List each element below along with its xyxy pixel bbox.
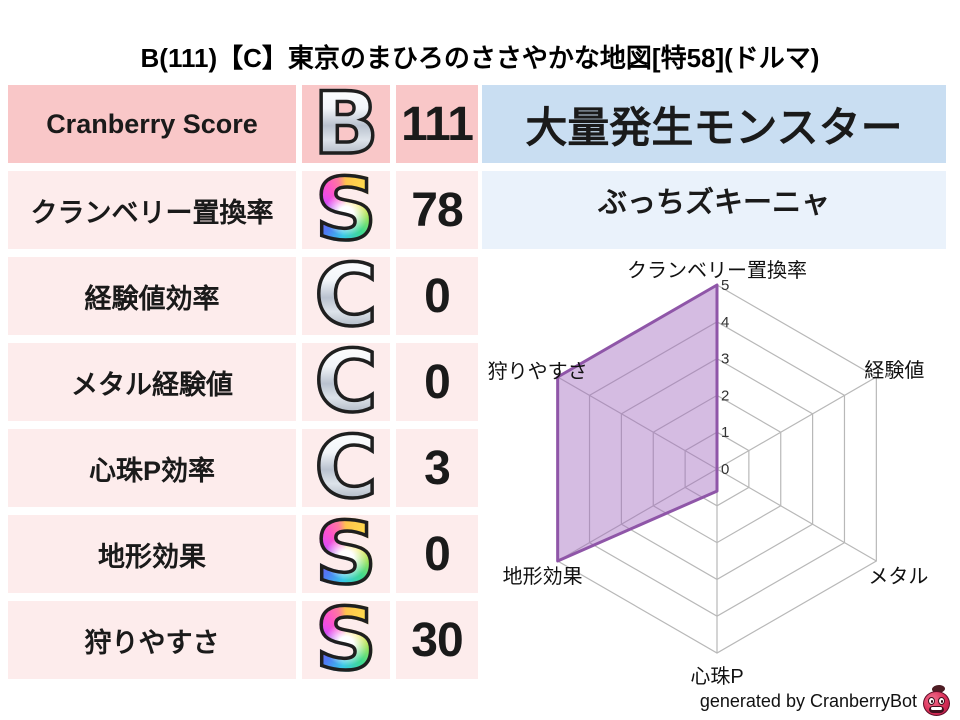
stat-row-exp-efficiency: 経験値効率 C 0 (8, 246, 478, 346)
stat-value: 0 (396, 515, 478, 593)
stat-label: 地形効果 (8, 515, 296, 593)
stat-value: 78 (396, 171, 478, 249)
grade-letter: S (313, 590, 378, 690)
stat-label: 心珠P効率 (8, 429, 296, 507)
monster-name: ぶっちズキーニャ (482, 171, 946, 249)
grade-letter: C (313, 332, 380, 432)
grade-letter: C (313, 418, 380, 518)
grade-letter: S (313, 504, 378, 604)
grade-s-icon: S (302, 160, 390, 260)
grade-c-icon: C (302, 418, 390, 518)
radar-axis-label: 狩りやすさ (488, 360, 588, 383)
radar-axis-label: 地形効果 (503, 565, 583, 588)
grade-letter: C (313, 246, 380, 346)
radar-spoke (716, 376, 877, 470)
credit: generated by CranberryBot (699, 683, 952, 718)
radar-tick-label: 1 (721, 424, 729, 441)
stat-row-replacement-rate: クランベリー置換率 S 78 (8, 160, 478, 260)
radar-spoke (557, 376, 718, 470)
radar-tick-label: 5 (721, 277, 729, 294)
grade-c-icon: C (302, 246, 390, 346)
radar-axis-label: 経験値 (864, 359, 924, 382)
grade-letter: B (311, 74, 380, 174)
page-title: B(111)【C】東京のまひろのささやかな地図[特58](ドルマ) (140, 43, 820, 73)
grade-s-icon: S (302, 504, 390, 604)
radar-tick-label: 0 (721, 461, 729, 478)
radar-chart: 0 1 2 3 4 5 クランベリー置換率経験値メタル心珠P 地形効果 狩りやすさ (480, 250, 950, 690)
grade-b-icon: B (302, 74, 390, 174)
stat-value: 0 (396, 257, 478, 335)
radar-axis-label: クランベリー置換率 (627, 259, 807, 282)
berry-mouth (929, 706, 944, 713)
stat-row-huntability: 狩りやすさ S 30 (8, 590, 478, 690)
stat-value: 111 (396, 85, 478, 163)
stat-row-cranberry-score: Cranberry Score B 111 (8, 74, 478, 174)
stat-row-metal-exp: メタル経験値 C 0 (8, 332, 478, 432)
stat-label: メタル経験値 (8, 343, 296, 421)
stat-label: クランベリー置換率 (8, 171, 296, 249)
radar-tick-label: 3 (721, 351, 729, 368)
stat-value: 30 (396, 601, 478, 679)
credit-text: generated by CranberryBot (699, 690, 917, 711)
monster-name-text: ぶっちズキーニャ (597, 187, 830, 219)
radar-axis-label: メタル (868, 565, 928, 588)
radar-tick-label: 2 (721, 387, 729, 404)
stat-label: 経験値効率 (8, 257, 296, 335)
radar-data-polygon (556, 283, 719, 563)
stat-value: 3 (396, 429, 478, 507)
berry-eye (928, 697, 935, 705)
grade-c-icon: C (302, 332, 390, 432)
mass-outbreak-monster-header: 大量発生モンスター (482, 85, 946, 163)
stat-row-terrain-effect: 地形効果 S 0 (8, 504, 478, 604)
radar-spoke (557, 468, 718, 562)
stat-value: 0 (396, 343, 478, 421)
stat-label: Cranberry Score (8, 85, 296, 163)
cranberry-bot-icon (922, 683, 952, 717)
stats-table: Cranberry Score B 111 クランベリー置換率 S 78 経験値… (8, 74, 478, 690)
radar-tick-label: 4 (721, 314, 729, 331)
radar-axis-label: 心珠P (690, 665, 743, 688)
berry-eye (938, 697, 945, 705)
stat-row-shinju-p: 心珠P効率 C 3 (8, 418, 478, 518)
grade-letter: S (313, 160, 378, 260)
stat-label: 狩りやすさ (8, 601, 296, 679)
grade-s-icon: S (302, 590, 390, 690)
radar-spoke (716, 468, 877, 562)
